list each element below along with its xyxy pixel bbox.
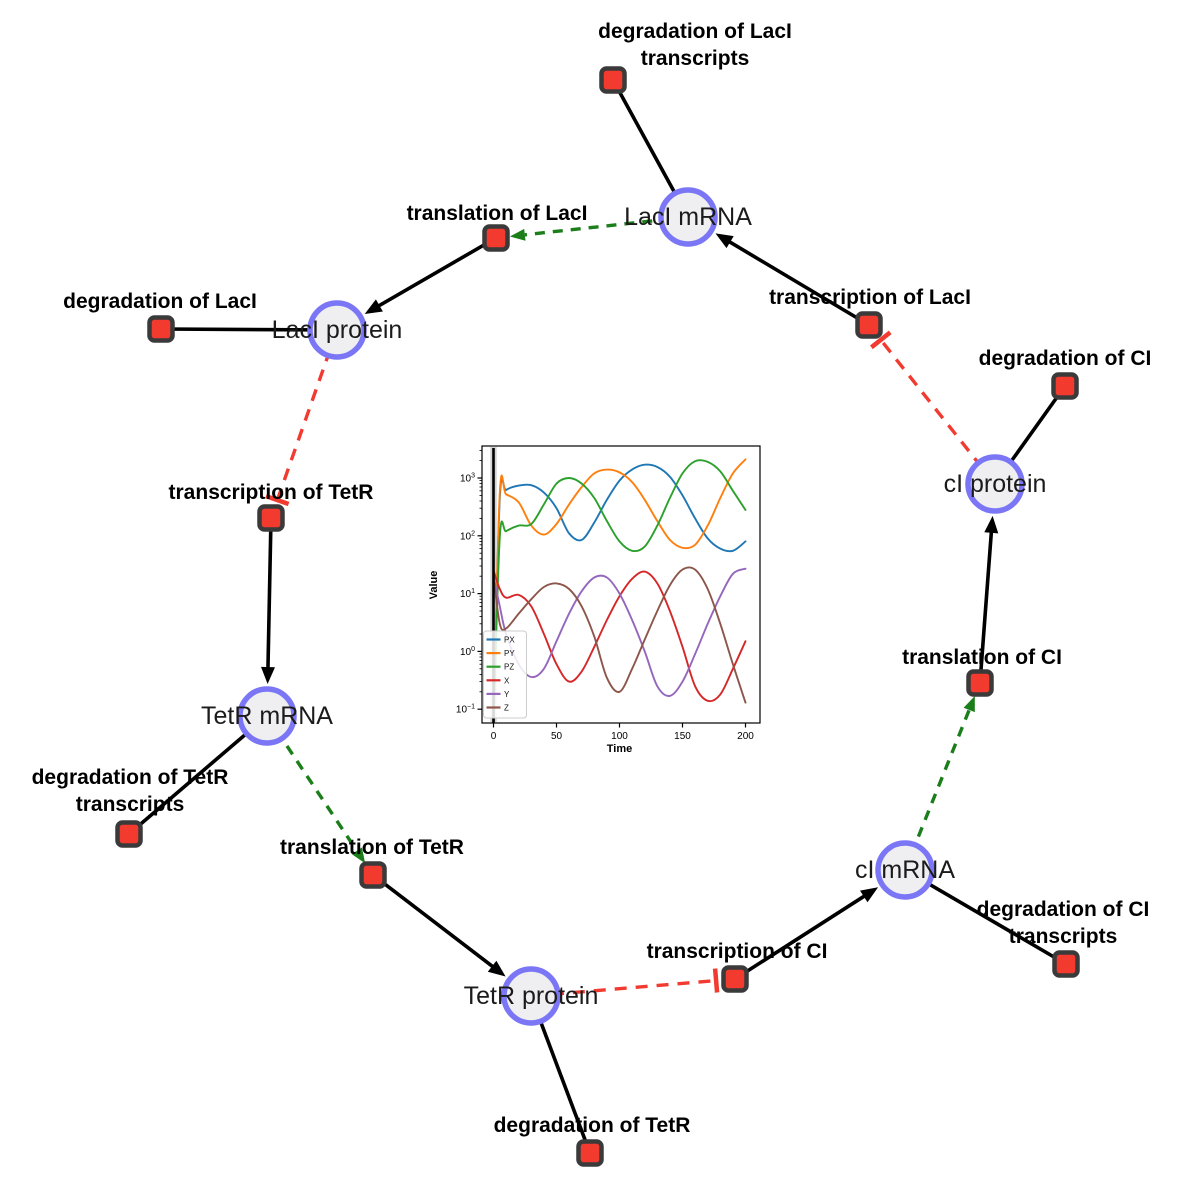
reaction-label-translation-laci: translation of LacI [407, 202, 588, 225]
activation-arrowhead-icon [963, 696, 975, 713]
species-node-tetr-mrna[interactable] [237, 686, 297, 746]
arrowhead-icon [984, 515, 999, 534]
y-tick-label-10^2: 102 [460, 530, 475, 542]
inhibition-tbar-icon [870, 330, 892, 350]
legend-entry-X: X [504, 676, 510, 685]
species-label-laci-protein: LacI protein [272, 316, 403, 344]
chart-frame [481, 445, 761, 724]
nodes-layer [115, 66, 1080, 1167]
reaction-node-deg-ci-transcripts[interactable] [1052, 950, 1080, 978]
reaction-label-translation-tetr: translation of TetR [280, 836, 464, 859]
inhibition-tbar-icon [265, 493, 290, 507]
reaction-label-deg-ci: degradation of CI [979, 347, 1152, 370]
edge-translation-tetr--tetr-protein [371, 873, 506, 977]
y-tick-label-10^-1: 10−1 [456, 704, 475, 716]
edge-tetr-protein--transcription-ci [530, 968, 720, 998]
edge-tetr-mrna--deg-tetr-transcripts [127, 714, 269, 836]
edge-laci-protein--transcription-tetr [265, 329, 339, 507]
series-PZ-line [492, 459, 747, 723]
species-label-tetr-mrna: TetR mRNA [201, 702, 333, 730]
reaction-label-deg-laci-transcripts-line2: transcripts [641, 47, 750, 70]
species-label-laci-mrna: LacI mRNA [624, 203, 752, 231]
chart-legend: PX PY PZ XYZ [483, 630, 527, 719]
reaction-label-deg-tetr-transcripts-line2: transcripts [76, 793, 185, 816]
y-tick-label-10^3: 103 [460, 473, 475, 485]
x-tick-label-150: 150 [674, 731, 691, 742]
reaction-node-transcription-ci[interactable] [721, 965, 749, 993]
reaction-label-transcription-ci: transcription of CI [647, 940, 828, 963]
legend-entry-PZ: PZ [504, 663, 514, 672]
arrowhead-icon [364, 299, 383, 314]
x-tick-label-0: 0 [491, 731, 497, 742]
reaction-node-deg-ci[interactable] [1051, 372, 1079, 400]
activation-arrowhead-icon [509, 228, 526, 241]
arrowhead-icon [860, 887, 879, 903]
reaction-node-deg-laci-transcripts[interactable] [599, 66, 627, 94]
species-label-ci-protein: cI protein [944, 470, 1047, 498]
reaction-label-transcription-tetr: transcription of TetR [169, 481, 374, 504]
reaction-label-deg-laci-transcripts-line1: degradation of LacI [598, 20, 792, 43]
reaction-node-deg-laci[interactable] [147, 315, 175, 343]
edge-ci-protein--transcription-laci [870, 330, 997, 486]
reaction-label-deg-laci: degradation of LacI [63, 290, 257, 313]
reaction-label-deg-ci-transcripts-line2: transcripts [1009, 925, 1118, 948]
legend-entry-Z: Z [504, 704, 509, 713]
species-node-ci-mrna[interactable] [875, 840, 935, 900]
labels-layer: LacI mRNA LacI protein TetR mRNA TetR prote… [32, 20, 1152, 1137]
species-node-laci-mrna[interactable] [658, 187, 718, 247]
legend-entry-PX: PX [504, 636, 515, 645]
series-PX-line [492, 463, 747, 723]
edge-ci-mrna--translation-ci [903, 696, 975, 871]
reaction-node-deg-tetr-transcripts[interactable] [115, 820, 143, 848]
reaction-node-translation-laci[interactable] [482, 224, 510, 252]
chart-inset: 0 50 100 150 20010310210110010−1TimeValuePXP… [428, 445, 761, 755]
y-tick-label-10^1: 101 [460, 588, 475, 600]
arrowhead-icon [715, 233, 734, 249]
reaction-label-transcription-laci: transcription of LacI [769, 286, 971, 309]
species-label-ci-mrna: cI mRNA [855, 856, 955, 884]
inhibition-tbar-icon [712, 968, 720, 993]
reaction-node-translation-tetr[interactable] [359, 861, 387, 889]
arrowhead-icon [261, 666, 275, 684]
x-tick-label-200: 200 [737, 731, 754, 742]
legend-entry-Y: Y [504, 690, 510, 699]
species-node-laci-protein[interactable] [307, 300, 367, 360]
species-label-tetr-protein: TetR protein [464, 982, 599, 1010]
y-tick-label-10^0: 100 [460, 646, 475, 658]
edge-translation-ci--ci-protein [978, 515, 999, 684]
legend-entry-PY: PY [504, 649, 515, 658]
chart-x-axis-label: Time [607, 743, 632, 755]
species-node-tetr-protein[interactable] [501, 966, 561, 1026]
species-node-ci-protein[interactable] [965, 454, 1025, 514]
chart-y-axis-label: Value [428, 571, 440, 600]
reaction-node-transcription-laci[interactable] [855, 311, 883, 339]
reaction-node-deg-tetr[interactable] [576, 1139, 604, 1167]
reaction-label-deg-tetr-transcripts-line1: degradation of TetR [32, 766, 229, 789]
edge-transcription-ci--ci-mrna [734, 887, 879, 981]
series-Z-line [492, 566, 747, 704]
chart-series-group [492, 458, 747, 723]
edge-transcription-tetr--tetr-mrna [261, 517, 275, 684]
reaction-node-translation-ci[interactable] [966, 669, 994, 697]
activation-arrowhead-icon [351, 847, 366, 864]
x-tick-label-50: 50 [551, 731, 563, 742]
arrowhead-icon [487, 960, 506, 977]
reaction-label-translation-ci: translation of CI [902, 646, 1062, 669]
reaction-node-transcription-tetr[interactable] [257, 504, 285, 532]
edge-ci-mrna--deg-ci-transcripts [904, 868, 1067, 966]
series-PY-line [492, 458, 747, 723]
reaction-label-deg-ci-transcripts-line1: degradation of CI [977, 898, 1150, 921]
edge-translation-laci--laci-protein [364, 236, 497, 314]
x-tick-label-100: 100 [611, 731, 628, 742]
edge-transcription-laci--laci-mrna [715, 233, 870, 327]
series-X-line [492, 569, 747, 703]
reaction-label-deg-tetr: degradation of TetR [494, 1114, 691, 1137]
